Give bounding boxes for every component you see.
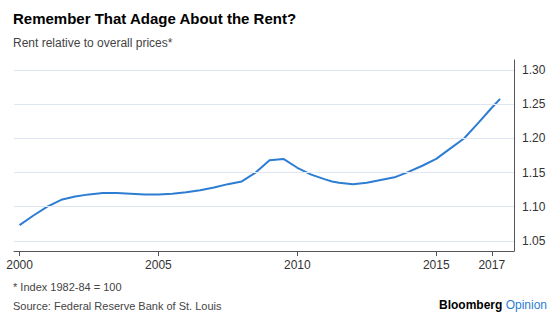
svg-text:1.05: 1.05 (522, 234, 546, 248)
svg-text:Rent relative to overall price: Rent relative to overall prices* (13, 36, 173, 50)
svg-text:2010: 2010 (284, 258, 311, 272)
svg-text:Source: Federal Reserve Bank o: Source: Federal Reserve Bank of St. Loui… (13, 300, 222, 312)
svg-text:Remember That Adage About the: Remember That Adage About the Rent? (13, 10, 296, 27)
svg-text:2000: 2000 (6, 258, 33, 272)
svg-text:1.30: 1.30 (522, 63, 546, 77)
svg-text:2005: 2005 (145, 258, 172, 272)
svg-text:1.10: 1.10 (522, 200, 546, 214)
svg-text:Opinion: Opinion (506, 298, 547, 312)
svg-text:2015: 2015 (423, 258, 450, 272)
svg-text:1.20: 1.20 (522, 131, 546, 145)
svg-text:1.15: 1.15 (522, 166, 546, 180)
svg-text:2017: 2017 (478, 258, 505, 272)
svg-text:1.25: 1.25 (522, 97, 546, 111)
svg-text:* Index 1982-84 = 100: * Index 1982-84 = 100 (13, 281, 122, 293)
svg-text:Bloomberg: Bloomberg (439, 298, 502, 312)
